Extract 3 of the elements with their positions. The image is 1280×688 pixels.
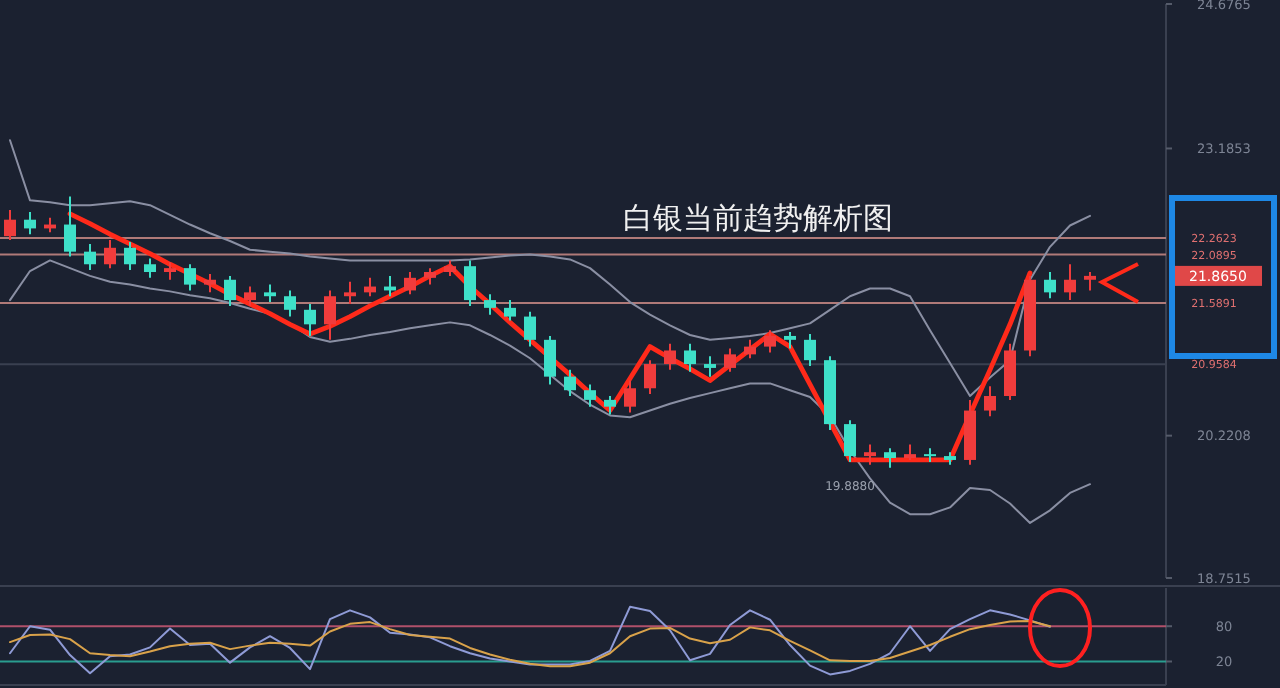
line-series [9, 259, 1091, 524]
line-series [9, 139, 1091, 398]
text: 白银当前趋势解析图 [623, 200, 893, 236]
